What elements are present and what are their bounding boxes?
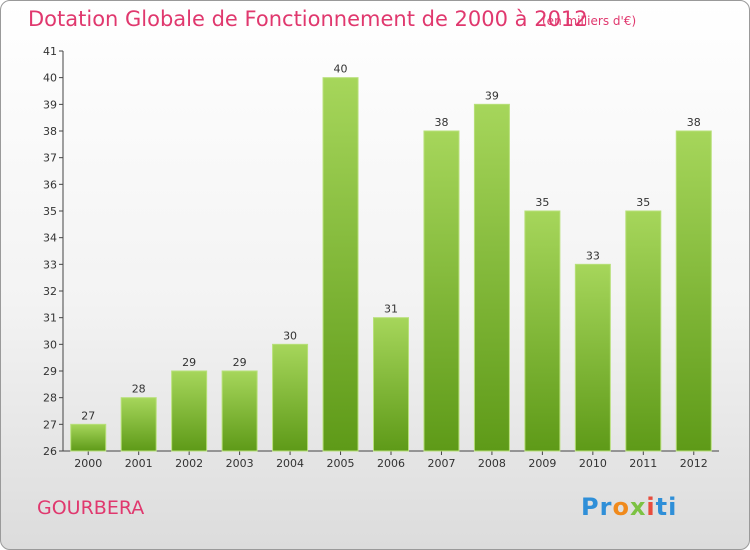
- bar: [171, 370, 208, 452]
- bar: [473, 103, 510, 452]
- labels: 27 2000 28 2001 29 2002 29 2003 30 2004 40 2005 31 20…: [74, 63, 708, 470]
- bar: [574, 263, 611, 452]
- bar-value-label: 28: [132, 383, 146, 396]
- y-tick-label: 34: [43, 232, 57, 245]
- y-tick-label: 32: [43, 285, 57, 298]
- bar-value-label: 38: [434, 116, 448, 129]
- bar-value-label: 38: [687, 116, 701, 129]
- x-tick-label: 2008: [478, 457, 506, 470]
- x-tick-label: 2007: [427, 457, 455, 470]
- y-tick-label: 38: [43, 125, 57, 138]
- y-tick-label: 28: [43, 392, 57, 405]
- bar: [675, 130, 712, 452]
- x-tick-label: 2012: [680, 457, 708, 470]
- y-tick-label: 37: [43, 152, 57, 165]
- bar-value-label: 40: [334, 63, 348, 76]
- bar-value-label: 29: [182, 356, 196, 369]
- y-tick-label: 35: [43, 205, 57, 218]
- axes: 26 27 28 29 30 31 32 33 34 35 36 37 38 39 40 41: [43, 45, 719, 458]
- x-tick-label: 2001: [125, 457, 153, 470]
- bar: [70, 423, 107, 452]
- bar: [322, 77, 359, 452]
- bar-value-label: 30: [283, 329, 297, 342]
- x-tick-label: 2010: [579, 457, 607, 470]
- x-tick-label: 2004: [276, 457, 304, 470]
- y-tick-label: 26: [43, 445, 57, 458]
- bar-value-label: 33: [586, 249, 600, 262]
- bar-value-label: 35: [636, 196, 650, 209]
- y-tick-label: 41: [43, 45, 57, 58]
- x-tick-label: 2006: [377, 457, 405, 470]
- y-tick-label: 39: [43, 98, 57, 111]
- bar-value-label: 31: [384, 303, 398, 316]
- bar-value-label: 29: [233, 356, 247, 369]
- bar: [524, 210, 561, 452]
- bar-value-label: 27: [81, 409, 95, 422]
- bar: [625, 210, 662, 452]
- x-tick-label: 2000: [74, 457, 102, 470]
- x-tick-label: 2005: [327, 457, 355, 470]
- y-tick-label: 36: [43, 178, 57, 191]
- unit-note: (en milliers d'€): [542, 14, 637, 28]
- bar: [423, 130, 460, 452]
- x-tick-label: 2011: [629, 457, 657, 470]
- y-tick-label: 40: [43, 72, 57, 85]
- bar: [272, 343, 309, 452]
- bar-value-label: 39: [485, 89, 499, 102]
- y-tick-label: 29: [43, 365, 57, 378]
- y-tick-label: 27: [43, 418, 57, 431]
- bar-value-label: 35: [535, 196, 549, 209]
- y-tick-label: 31: [43, 312, 57, 325]
- x-tick-label: 2009: [528, 457, 556, 470]
- proxiti-logo[interactable]: Proxiti: [581, 493, 678, 521]
- y-tick-label: 33: [43, 258, 57, 271]
- x-tick-label: 2003: [226, 457, 254, 470]
- bars: [70, 77, 712, 452]
- commune-name: GOURBERA: [37, 497, 145, 519]
- chart-title: Dotation Globale de Fonctionnement de 20…: [28, 7, 588, 31]
- bar: [373, 317, 409, 452]
- bar: [120, 397, 157, 452]
- bar: [221, 370, 258, 452]
- x-tick-label: 2002: [175, 457, 203, 470]
- y-tick-label: 30: [43, 338, 57, 351]
